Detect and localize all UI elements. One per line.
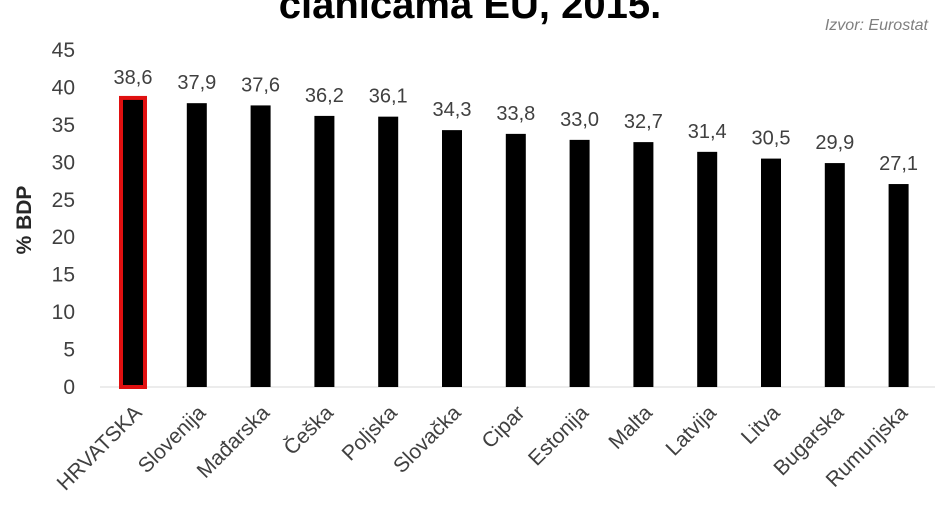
x-tick-label: HRVATSKA <box>53 401 147 495</box>
y-axis-label: % BDP <box>13 186 36 255</box>
bar <box>505 133 526 387</box>
bar <box>250 105 271 387</box>
x-tick-label: Malta <box>604 401 657 454</box>
data-label: 32,7 <box>624 111 663 133</box>
data-label: 36,2 <box>305 85 344 107</box>
x-tick-label: Latvija <box>662 401 721 460</box>
data-label: 33,0 <box>560 109 599 131</box>
x-tick-label: Litva <box>737 401 785 449</box>
data-label: 29,9 <box>815 132 854 154</box>
data-label: 27,1 <box>879 153 918 175</box>
y-tick-label: 45 <box>52 39 75 62</box>
data-label: 37,9 <box>177 72 216 94</box>
y-tick-label: 35 <box>52 114 75 137</box>
data-label: 36,1 <box>369 86 408 108</box>
x-tick-label: Slovačka <box>389 401 466 478</box>
data-labels-group: 38,6 37,9 37,6 36,2 36,1 34,3 33,8 33,0 32,7 31,4… <box>114 67 919 175</box>
y-tick-label: 30 <box>52 151 75 174</box>
source-note: Izvor: Eurostat <box>825 17 929 34</box>
bar <box>888 184 909 387</box>
bar <box>697 151 718 387</box>
x-tick-label: Češka <box>280 401 339 460</box>
data-label: 31,4 <box>688 121 727 143</box>
data-label: 34,3 <box>433 99 472 121</box>
data-label: 37,6 <box>241 74 280 96</box>
y-tick-label: 20 <box>52 226 75 249</box>
bar-highlighted <box>119 95 147 389</box>
data-label: 30,5 <box>752 128 791 150</box>
y-tick-label: 0 <box>63 376 75 399</box>
bar <box>314 115 335 387</box>
bars-group <box>119 95 909 389</box>
y-tick-label: 5 <box>63 339 75 362</box>
data-label: 38,6 <box>114 67 153 89</box>
x-tick-label: Estonija <box>524 401 593 470</box>
y-tick-label: 15 <box>52 264 75 287</box>
x-tick-label: Poljska <box>338 401 402 465</box>
bar <box>442 130 462 387</box>
bar <box>761 158 781 387</box>
bar <box>824 163 845 387</box>
y-tick-label: 25 <box>52 189 75 212</box>
bar <box>186 103 207 387</box>
x-tick-label: Cipar <box>478 401 530 453</box>
bar <box>378 116 399 387</box>
data-label: 33,8 <box>496 103 535 125</box>
y-tick-label: 40 <box>52 76 75 99</box>
bar <box>633 142 654 387</box>
bar <box>569 139 590 387</box>
chart-title: članicama EU, 2015. <box>279 0 661 27</box>
y-tick-label: 10 <box>52 301 75 324</box>
y-axis: 0 5 10 15 20 25 30 35 40 45 <box>52 39 75 399</box>
